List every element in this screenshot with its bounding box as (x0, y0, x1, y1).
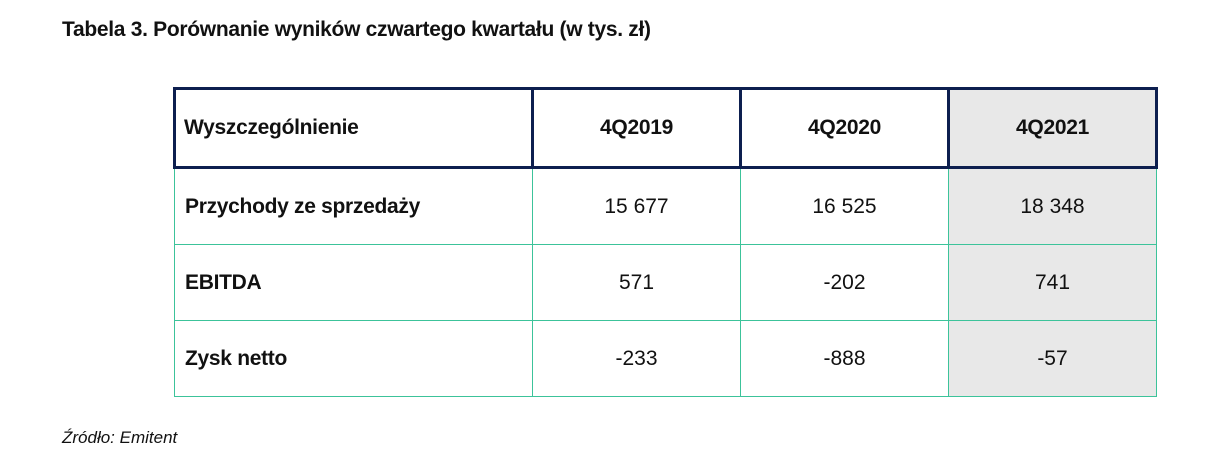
cell: 16 525 (740, 167, 949, 245)
row-label: EBITDA (174, 244, 533, 321)
cell: -57 (948, 320, 1157, 397)
cell: -233 (532, 320, 741, 397)
column-header: 4Q2019 (531, 87, 742, 169)
table-row: Przychody ze sprzedaży 15 677 16 525 18 348 (174, 167, 1157, 245)
table-title: Tabela 3. Porównanie wyników czwartego k… (62, 18, 651, 41)
cell: -888 (740, 320, 949, 397)
column-header: 4Q2020 (739, 87, 950, 169)
table-head: Wyszczególnienie 4Q2019 4Q2020 4Q2021 (173, 87, 1158, 169)
source-note: Źródło: Emitent (62, 428, 178, 447)
cell: 741 (948, 244, 1157, 321)
row-label: Zysk netto (174, 320, 533, 397)
cell: 571 (532, 244, 741, 321)
table-body: Przychody ze sprzedaży 15 677 16 525 18 348… (174, 167, 1157, 397)
row-label: Przychody ze sprzedaży (174, 167, 533, 245)
cell: 15 677 (532, 167, 741, 245)
table-row: EBITDA 571 -202 741 (174, 244, 1157, 321)
table-row: Zysk netto -233 -888 -57 (174, 320, 1157, 397)
results-table: Wyszczególnienie 4Q2019 4Q2020 4Q2021 Przyc… (173, 87, 1158, 397)
cell: 18 348 (948, 167, 1157, 245)
column-header: 4Q2021 (947, 87, 1158, 169)
cell: -202 (740, 244, 949, 321)
column-header: Wyszczególnienie (173, 87, 534, 169)
header-row: Wyszczególnienie 4Q2019 4Q2020 4Q2021 (173, 87, 1158, 169)
